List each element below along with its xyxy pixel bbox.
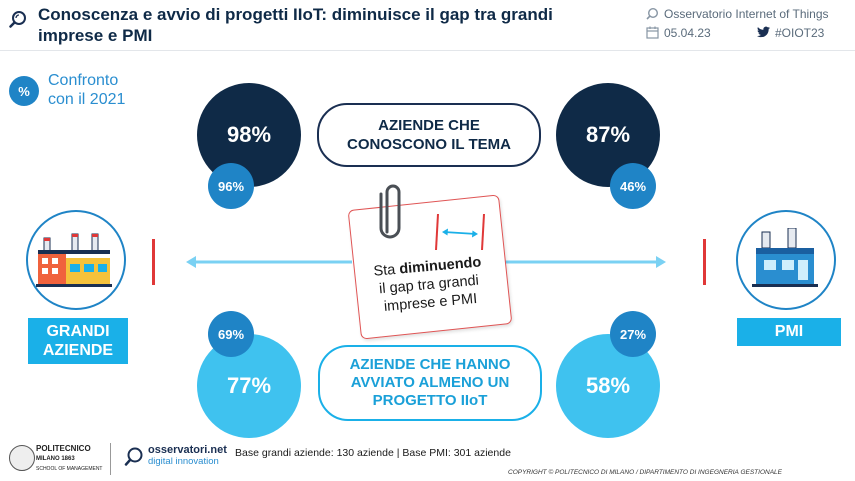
event-date: 05.04.23 [664, 26, 711, 40]
factory-illustration [36, 233, 112, 287]
large-companies-projects-2021: 69% [208, 311, 254, 357]
percent-badge-icon: % [9, 76, 39, 106]
polimi-seal-logo-icon [9, 445, 35, 471]
projects-label: AZIENDE CHE HANNO AVVIATO ALMENO UN PROG… [318, 345, 542, 421]
sample-base-note: Base grandi aziende: 130 aziende | Base … [235, 447, 511, 459]
page-title: Conoscenza e avvio di progetti IIoT: dim… [38, 5, 553, 45]
observatory-name: Osservatorio Internet of Things [664, 7, 829, 21]
large-companies-awareness-2021: 96% [208, 163, 254, 209]
copyright-note: COPYRIGHT © POLITECNICO DI MILANO / DIPA… [508, 469, 782, 476]
building-illustration [752, 228, 818, 287]
footer-divider [110, 443, 111, 475]
awareness-label: AZIENDE CHE CONOSCONO IL TEMA [317, 103, 541, 167]
magnifier-logo-icon [9, 11, 26, 28]
event-hashtag: #OIOT23 [775, 26, 825, 40]
paperclip-icon [379, 184, 401, 239]
calendar-icon [646, 26, 659, 39]
large-companies-gap-marker [152, 239, 155, 285]
gap-narrowing-icon [435, 213, 485, 251]
magnifier-icon [646, 7, 659, 20]
sme-gap-marker [703, 239, 706, 285]
sme-projects-2021: 27% [610, 311, 656, 357]
large-companies-awareness-value: 98% [197, 83, 301, 187]
header-bar [0, 0, 855, 51]
large-companies-label: GRANDI AZIENDE [28, 318, 128, 364]
osservatori-logo-text: osservatori.net digital innovation [148, 444, 227, 468]
large-companies-projects-value: 77% [197, 334, 301, 438]
osservatori-logo-icon [124, 447, 143, 466]
sme-awareness-2021: 46% [610, 163, 656, 209]
comparison-label: Confronto con il 2021 [48, 72, 126, 108]
twitter-icon [757, 26, 770, 38]
polimi-logo-text: POLITECNICO MILANO 1863 SCHOOL OF MANAGE… [36, 444, 103, 472]
sme-label: PMI [737, 318, 841, 346]
